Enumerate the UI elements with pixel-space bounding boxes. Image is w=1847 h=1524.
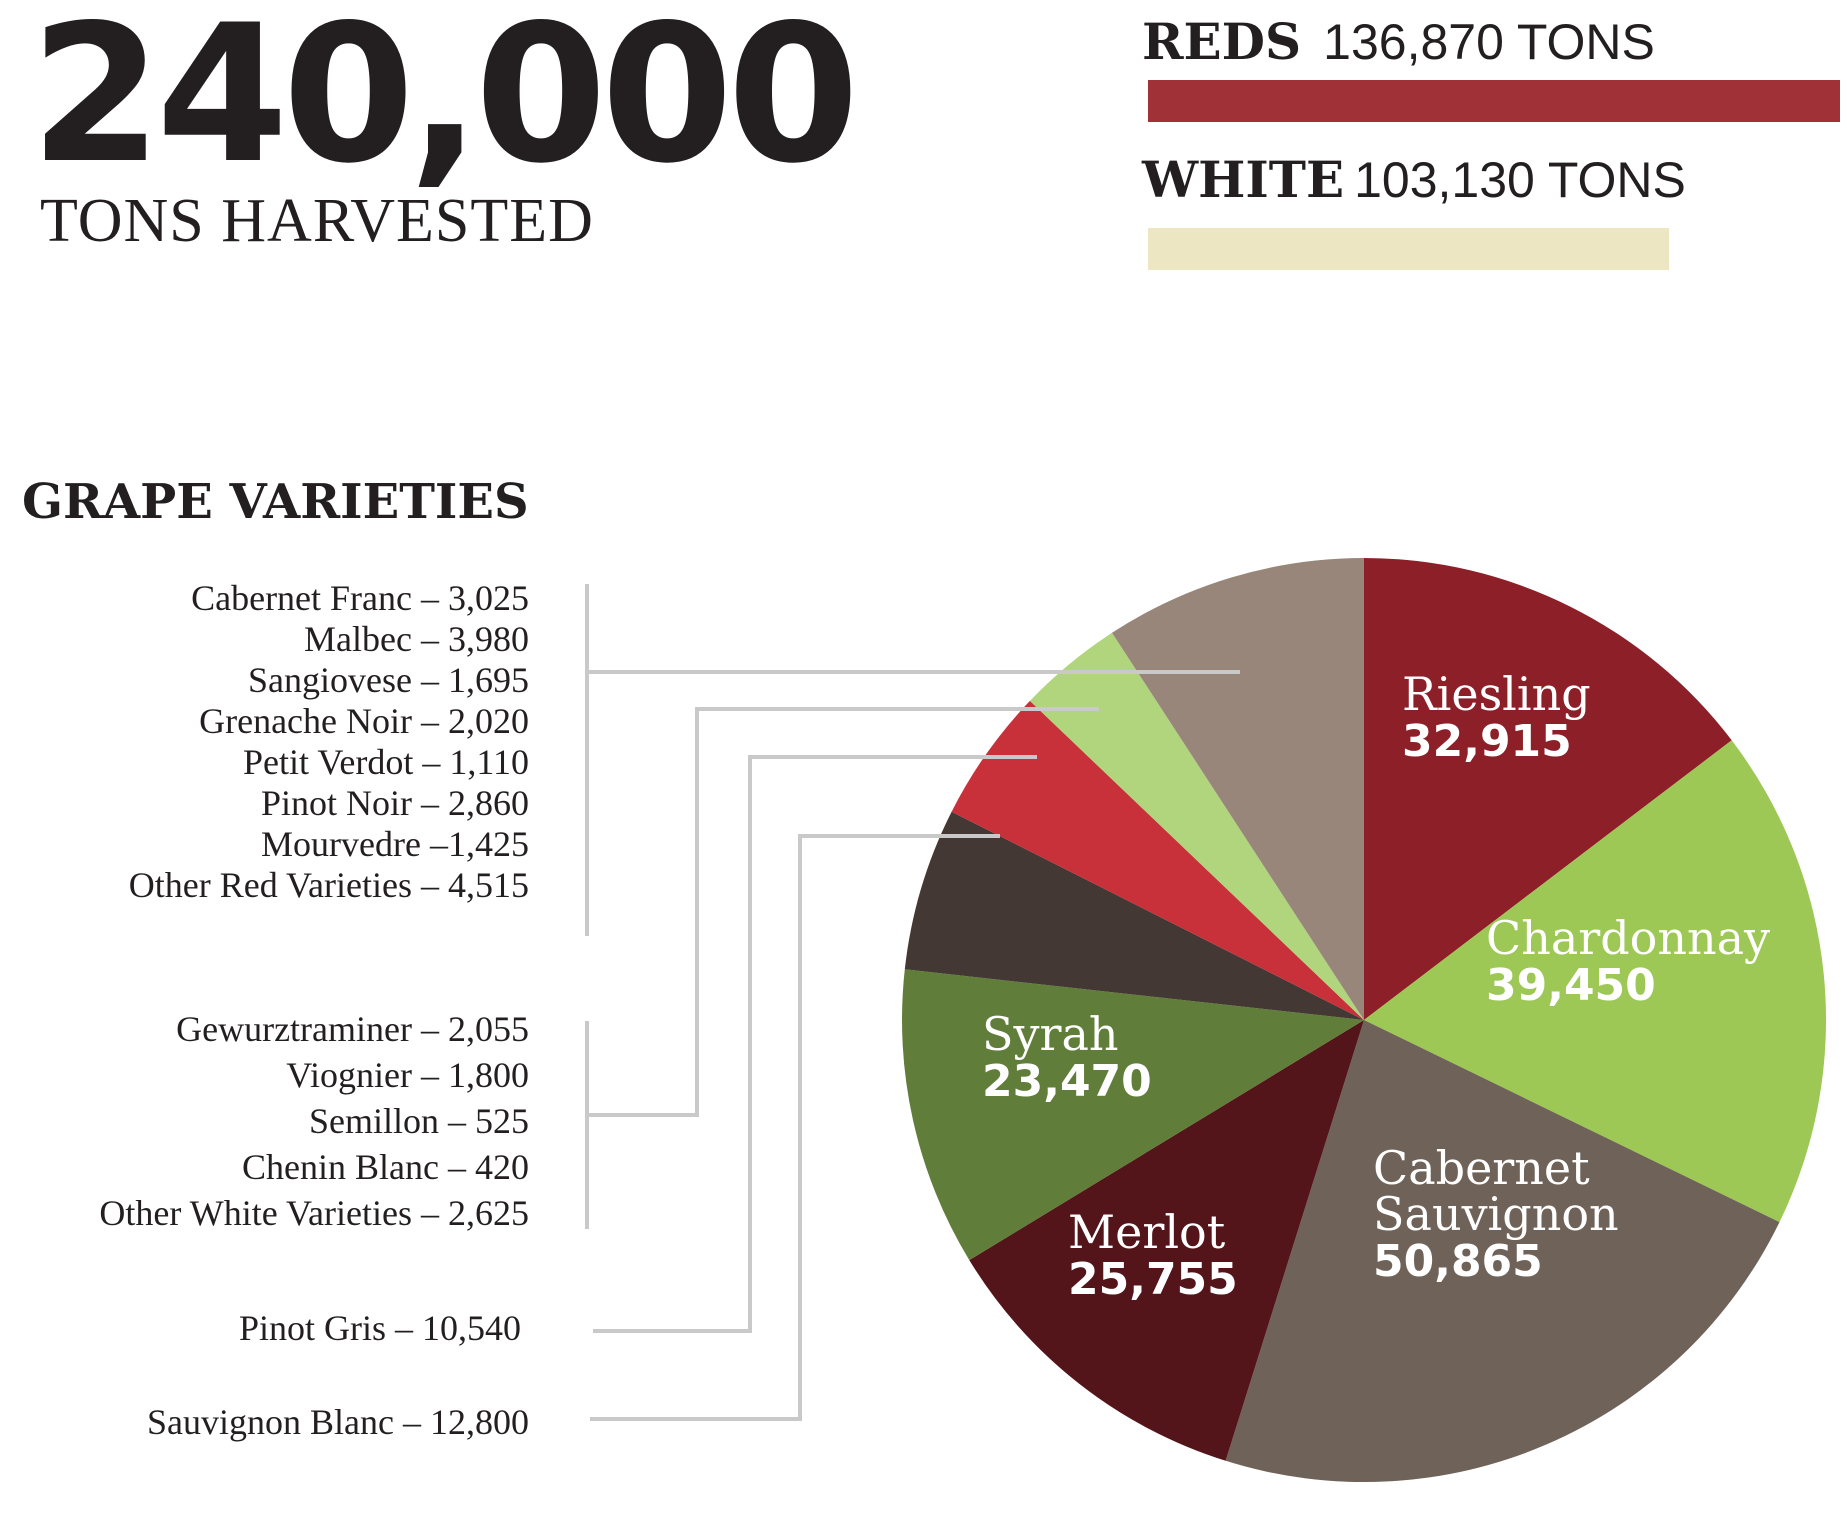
pie-slice-sauvignon-blanc <box>904 811 1364 1020</box>
grape-varieties-heading: GRAPE VARIETIES <box>22 474 529 530</box>
white-bar <box>1148 228 1669 270</box>
pie-slice-pinot-gris <box>951 700 1364 1020</box>
legend-item-other-white: Other White Varieties – 2,625 <box>99 1193 529 1233</box>
legend-item-mourvedre: Mourvedre –1,425 <box>261 824 529 864</box>
slice-label-cabernet-sauvignon: Cabernet Sauvignon 50,865 <box>1373 1141 1619 1287</box>
total-tons: 240,000 <box>30 0 859 205</box>
legend-item-other-red: Other Red Varieties – 4,515 <box>128 865 529 905</box>
legend-item-sauvignon-blanc: Sauvignon Blanc – 12,800 <box>147 1402 529 1442</box>
legend-item-sangiovese: Sangiovese – 1,695 <box>248 660 529 700</box>
reds-value: 136,870 TONS <box>1323 14 1655 70</box>
white-label: WHITE <box>1142 150 1345 209</box>
leader-line-sauvignon-blanc <box>590 834 1000 1421</box>
legend-item-grenache-noir: Grenache Noir – 2,020 <box>199 701 529 741</box>
pie-slice-merlot <box>969 1020 1364 1461</box>
reds-bar <box>1148 80 1840 122</box>
total-tons-label: TONS HARVESTED <box>40 187 594 255</box>
pie-slice-other-white-varieties <box>1029 632 1364 1020</box>
legend-item-cabernet-franc: Cabernet Franc – 3,025 <box>191 578 529 618</box>
slice-label-syrah: Syrah 23,470 <box>982 1007 1152 1107</box>
legend-item-pinot-noir: Pinot Noir – 2,860 <box>260 783 529 823</box>
white-share: WHITE 103,130 TONS <box>1142 150 1686 209</box>
legend-item-malbec: Malbec – 3,980 <box>304 619 529 659</box>
slice-label-merlot: Merlot 25,755 <box>1068 1205 1238 1305</box>
pie-slices <box>902 558 1827 1483</box>
slice-label-chardonnay: Chardonnay 39,450 <box>1486 911 1770 1011</box>
white-varieties-list: Gewurztraminer – 2,055 Viognier – 1,800 … <box>99 1006 529 1236</box>
pie-slice-syrah <box>902 969 1364 1261</box>
slice-label-riesling: Riesling 32,915 <box>1402 667 1591 767</box>
red-varieties-list: Cabernet Franc – 3,025 Malbec – 3,980 Sa… <box>129 578 529 906</box>
legend-item-semillon: Semillon – 525 <box>308 1101 529 1141</box>
pie-slice-riesling <box>1364 558 1732 1020</box>
leader-line-pinot-gris <box>593 755 1037 1333</box>
reds-label: REDS <box>1142 12 1302 71</box>
legend-item-petit-verdot: Petit Verdot – 1,110 <box>243 742 529 782</box>
legend-item-gewurztraminer: Gewurztraminer – 2,055 <box>176 1009 529 1049</box>
reds-share: REDS 136,870 TONS <box>1142 12 1655 71</box>
white-value: 103,130 TONS <box>1354 152 1686 208</box>
pie-slice-chardonnay <box>1364 740 1827 1223</box>
pie-slice-cabernet-sauvignon <box>1225 1020 1780 1483</box>
leader-lines <box>585 584 1240 1421</box>
legend-item-chenin-blanc: Chenin Blanc – 420 <box>242 1147 529 1187</box>
pie-labels: Riesling 32,915 Chardonnay 39,450 Cabernet Sa… <box>982 667 1770 1305</box>
legend-item-pinot-gris: Pinot Gris – 10,540 <box>238 1308 521 1348</box>
legend-item-viognier: Viognier – 1,800 <box>286 1055 529 1095</box>
